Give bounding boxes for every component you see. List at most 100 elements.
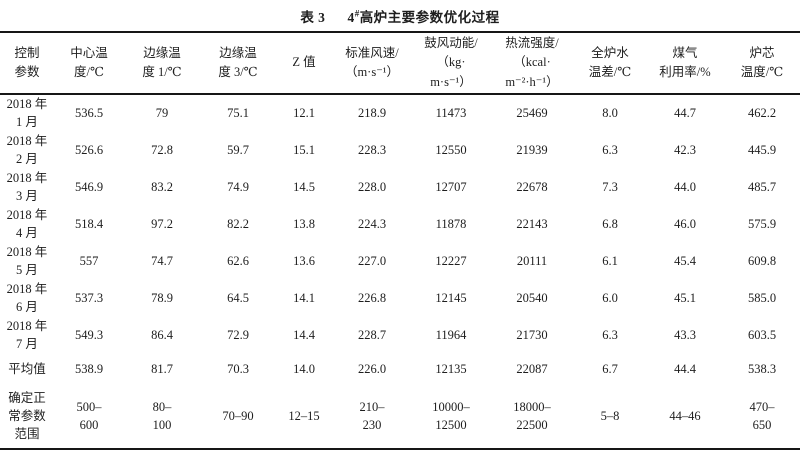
table-cell: 70–90 (222, 409, 254, 423)
table-cell: 500– 600 (76, 400, 102, 432)
table-cell: 462.2 (747, 106, 777, 120)
column-header-edge-temperature-3: 边缘温 度 3/℃ (218, 45, 258, 80)
table-cell: 6.8 (602, 216, 618, 231)
table-cell: 62.6 (227, 253, 249, 268)
table-cell: 224.3 (357, 216, 387, 231)
table-cell: 7.3 (602, 179, 618, 194)
table-cell: 518.4 (74, 216, 104, 231)
table-cell: 585.0 (747, 290, 777, 305)
parameters-table: 控制 参数 中心温 度/℃ 边缘温 度 1/℃ 边缘温 度 3/℃ Z 值 标准风速/ （… (0, 31, 800, 450)
table-cell: 12145 (435, 290, 467, 305)
table-cell: 228.0 (357, 179, 387, 194)
table-cell: 14.0 (293, 361, 315, 376)
table-cell: 82.2 (227, 216, 249, 231)
column-header-standard-wind-speed: 标准风速/ （m·s⁻¹） (344, 45, 400, 80)
table-cell: 86.4 (151, 327, 173, 342)
table-cell: 12–15 (288, 409, 320, 423)
table-cell: 74.9 (227, 179, 249, 194)
caption-text: 高炉主要参数优化过程 (359, 9, 500, 25)
table-header: 控制 参数 中心温 度/℃ 边缘温 度 1/℃ 边缘温 度 3/℃ Z 值 标准风速/ （… (0, 32, 800, 94)
table-cell: 226.0 (357, 361, 387, 376)
table-cell: 11878 (435, 216, 467, 231)
table-cell: 79 (155, 106, 169, 120)
table-cell: 218.9 (357, 106, 387, 120)
table-title: 表 3 4#高炉主要参数优化过程 (0, 0, 800, 31)
table-cell: 609.8 (747, 253, 777, 268)
table-cell: 210– 230 (359, 400, 385, 432)
table-cell: 13.6 (293, 253, 315, 268)
table-cell: 12135 (435, 361, 467, 376)
table-cell: 12227 (435, 253, 467, 268)
table-cell: 12707 (435, 179, 467, 194)
table-cell: 6.7 (602, 361, 618, 376)
table-cell: 537.3 (74, 290, 104, 305)
table-cell: 6.0 (602, 290, 618, 305)
table-cell: 72.8 (151, 142, 173, 157)
table-cell: 18000– 22500 (513, 400, 551, 432)
table-cell: 5–8 (600, 409, 620, 423)
table-row: 2018 年 3 月 546.9 83.2 74.9 14.5 228.0 12707 226… (0, 168, 800, 205)
table-cell: 6.3 (602, 327, 618, 342)
table-cell: 470– 650 (749, 400, 775, 432)
table-cell: 75.1 (227, 106, 249, 120)
table-row: 2018 年 4 月 518.4 97.2 82.2 13.8 224.3 11878 221… (0, 205, 800, 242)
row-label: 2018 年 4 月 (6, 207, 48, 240)
table-cell: 536.5 (74, 106, 104, 120)
column-header-furnace-water-temp-diff: 全炉水 温差/℃ (588, 45, 632, 80)
table-cell: 72.9 (227, 327, 249, 342)
table-cell: 44–46 (669, 409, 701, 423)
table-cell: 42.3 (674, 142, 696, 157)
table-cell: 12.1 (293, 106, 315, 120)
table-cell: 8.0 (602, 106, 618, 120)
table-cell: 557 (79, 253, 99, 268)
row-label: 2018 年 7 月 (6, 318, 48, 351)
column-header-heat-flow-intensity: 热流强度/ （kcal· m⁻²·h⁻¹） (505, 35, 559, 89)
table-cell: 20111 (516, 253, 548, 268)
table-row: 2018 年 6 月 537.3 78.9 64.5 14.1 226.8 12145 205… (0, 279, 800, 316)
table-cell: 97.2 (151, 216, 173, 231)
row-label: 2018 年 1 月 (6, 97, 48, 129)
table-cell: 11964 (435, 327, 467, 342)
table-cell: 70.3 (227, 361, 249, 376)
table-row: 2018 年 2 月 526.6 72.8 59.7 15.1 228.3 12550 219… (0, 131, 800, 168)
table-cell: 81.7 (151, 361, 173, 376)
table-cell: 603.5 (747, 327, 777, 342)
table-cell: 546.9 (74, 179, 104, 194)
table-cell: 6.3 (602, 142, 618, 157)
row-label: 2018 年 2 月 (6, 133, 48, 166)
table-cell: 15.1 (293, 142, 315, 157)
table-cell: 21939 (516, 142, 548, 157)
table-cell: 549.3 (74, 327, 104, 342)
table-cell: 22087 (516, 361, 548, 376)
table-cell: 13.8 (293, 216, 315, 231)
table-cell: 227.0 (357, 253, 387, 268)
table-cell: 46.0 (674, 216, 696, 231)
table-cell: 64.5 (227, 290, 249, 305)
table-cell: 228.3 (357, 142, 387, 157)
row-label: 2018 年 3 月 (6, 170, 48, 203)
row-label: 确定正 常参数 范围 (8, 391, 46, 441)
table-cell: 44.4 (674, 361, 696, 376)
table-row: 2018 年 7 月 549.3 86.4 72.9 14.4 228.7 11964 217… (0, 316, 800, 353)
column-header-blast-kinetic-energy: 鼓风动能/ （kg· m·s⁻¹） (424, 35, 478, 89)
row-label: 2018 年 6 月 (6, 281, 48, 314)
table-cell: 14.5 (293, 179, 315, 194)
table-cell: 12550 (435, 142, 467, 157)
table-number: 表 3 (300, 9, 326, 25)
caption-furnace-number: 4 (347, 9, 355, 25)
column-header-control-parameter: 控制 参数 (14, 45, 40, 80)
table-cell: 59.7 (227, 142, 249, 157)
table-cell: 22143 (516, 216, 548, 231)
table-cell: 83.2 (151, 179, 173, 194)
table-row: 2018 年 1 月 536.5 79 75.1 12.1 218.9 11473 25469… (0, 94, 800, 131)
table-cell: 445.9 (747, 142, 777, 157)
table-cell: 21730 (516, 327, 548, 342)
table-cell: 538.3 (747, 361, 777, 376)
table-cell: 6.1 (602, 253, 618, 268)
table-row: 平均值 538.9 81.7 70.3 14.0 226.0 12135 22087 6.7 44… (0, 353, 800, 384)
table-cell: 44.0 (674, 179, 696, 194)
table-cell: 485.7 (747, 179, 777, 194)
header-row: 控制 参数 中心温 度/℃ 边缘温 度 1/℃ 边缘温 度 3/℃ Z 值 标准风速/ （… (0, 32, 800, 94)
table-cell: 22678 (516, 179, 548, 194)
